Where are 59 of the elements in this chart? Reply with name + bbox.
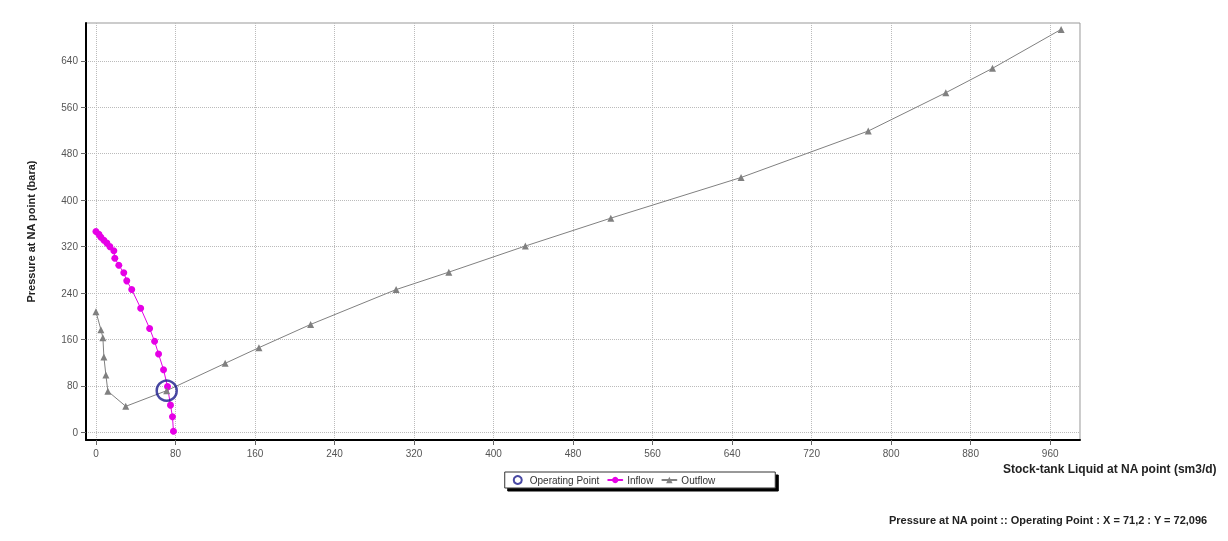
point [111,254,119,262]
point [255,344,263,352]
text: Pressure at NA point :: Operating Point : X = 71,2 : Y = 72,096 [888,513,1208,526]
point [1057,25,1065,33]
point [392,286,400,294]
point [155,350,163,358]
y-tick-label: 320 [61,241,79,253]
legend-label: Inflow [627,474,655,486]
y-tick-label: 560 [61,101,79,113]
x-tick-label: 0 [93,447,100,459]
point [307,320,315,328]
x-tick-label: 480 [564,447,582,459]
point [104,387,112,395]
point [521,242,529,250]
x-tick-label: 800 [882,447,900,459]
x-tick-label: 240 [326,447,344,459]
point [160,366,168,374]
point [737,173,745,181]
point [97,326,105,334]
point [864,127,872,135]
legend-label: Outflow [681,474,717,486]
point [120,269,128,277]
x-tick-label: 880 [962,447,980,459]
point [110,247,118,255]
x-tick-label: 80 [169,447,182,459]
y-tick-label: 0 [72,426,79,438]
point [128,286,136,294]
x-tick-label: 560 [644,447,662,459]
point [169,427,177,435]
point [99,334,107,342]
x-tick-label: 400 [485,447,503,459]
point [221,359,229,367]
point [137,304,145,312]
point [168,413,176,421]
point [122,402,130,410]
y-tick-label: 160 [61,334,79,346]
y-tick-label: 640 [61,55,79,67]
point [115,261,123,269]
point [146,324,154,332]
y-axis-title: Pressure at NA point (bara) [24,160,37,303]
y-tick-label: 80 [66,380,79,392]
x-tick-label: 320 [405,447,423,459]
legend-label: Operating Point [529,474,600,486]
x-tick-label: 640 [723,447,741,459]
point [989,64,997,72]
y-tick-label: 400 [61,194,79,206]
point [92,308,100,316]
point [151,337,159,345]
point [123,277,131,285]
point [167,401,174,409]
x-tick-label: 160 [246,447,264,459]
x-tick-label: 960 [1041,447,1059,459]
y-tick-label: 240 [61,287,79,299]
point [607,214,615,222]
point [155,379,178,402]
x-tick-label: 720 [803,447,821,459]
point [445,268,453,276]
x-axis-title: Stock-tank Liquid at NA point (sm3/d) [1003,461,1217,476]
y-tick-label: 480 [61,148,79,160]
